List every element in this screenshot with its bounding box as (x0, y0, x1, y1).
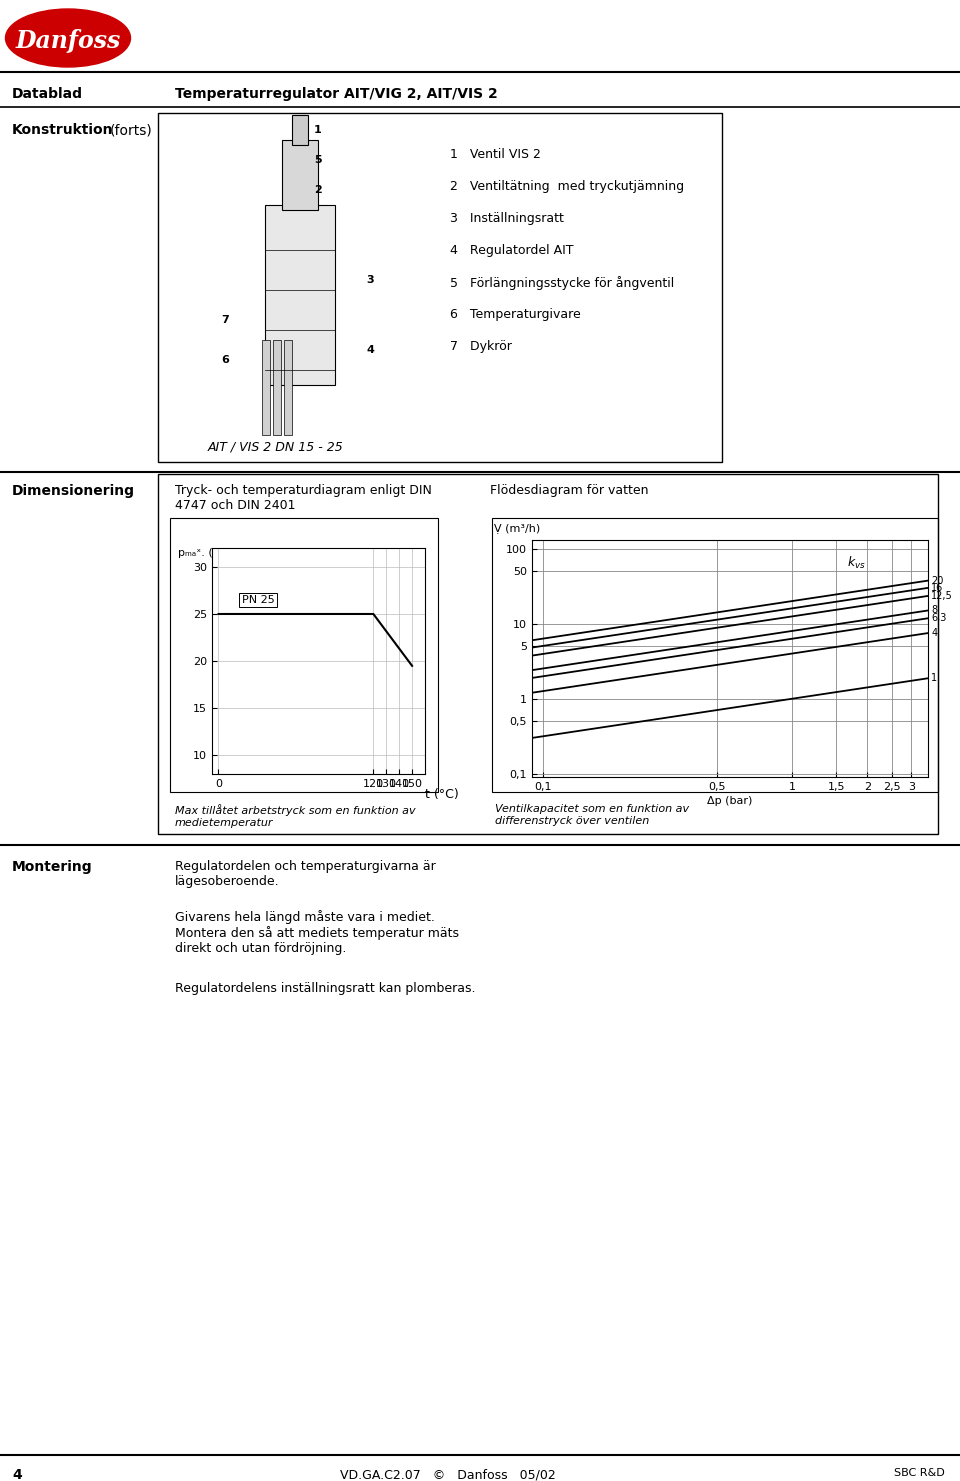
X-axis label: Δp (bar): Δp (bar) (708, 797, 753, 806)
Bar (492, 518, 938, 792)
Bar (170, 518, 438, 792)
Text: 1: 1 (931, 674, 937, 683)
Bar (273, 341, 281, 435)
Text: Ṿ (m³/h): Ṿ (m³/h) (494, 523, 540, 533)
Text: Dimensionering: Dimensionering (12, 484, 135, 498)
Text: Konstruktion: Konstruktion (12, 123, 113, 138)
Text: pₘₐˣ. (bar): pₘₐˣ. (bar) (178, 548, 235, 558)
Text: SBC R&D: SBC R&D (895, 1468, 945, 1478)
X-axis label: t (°C): t (°C) (425, 788, 459, 801)
Text: 5: 5 (314, 156, 322, 164)
Text: Ventilkapacitet som en funktion av
differenstryck över ventilen: Ventilkapacitet som en funktion av diffe… (495, 804, 689, 825)
Text: (forts): (forts) (110, 123, 153, 138)
Text: 20: 20 (931, 576, 944, 585)
Bar (284, 341, 292, 435)
Text: Tryck- och temperaturdiagram enligt DIN
4747 och DIN 2401: Tryck- och temperaturdiagram enligt DIN … (175, 484, 432, 512)
Text: 7: 7 (221, 315, 228, 324)
Text: Regulatordelens inställningsratt kan plomberas.: Regulatordelens inställningsratt kan plo… (175, 982, 475, 995)
Text: 4: 4 (12, 1468, 22, 1481)
Bar (292, 116, 308, 145)
Text: Temperaturregulator AIT/VIG 2, AIT/VIS 2: Temperaturregulator AIT/VIG 2, AIT/VIS 2 (175, 87, 497, 101)
Text: Danfoss: Danfoss (15, 30, 121, 53)
Bar (262, 341, 270, 435)
Text: Montering: Montering (12, 860, 92, 874)
Text: 6: 6 (221, 355, 228, 364)
Text: VD.GA.C2.07   ©   Danfoss   05/02: VD.GA.C2.07 © Danfoss 05/02 (340, 1468, 556, 1481)
Bar (265, 204, 335, 385)
Text: 6   Temperaturgivare: 6 Temperaturgivare (450, 308, 581, 321)
Text: PN 25: PN 25 (242, 595, 275, 604)
Text: 2   Ventiltätning  med tryckutjämning: 2 Ventiltätning med tryckutjämning (450, 181, 684, 193)
Text: Givarens hela längd måste vara i mediet.
Montera den så att mediets temperatur m: Givarens hela längd måste vara i mediet.… (175, 909, 459, 955)
Text: AIT / VIS 2 DN 15 - 25: AIT / VIS 2 DN 15 - 25 (208, 440, 344, 453)
Text: 16: 16 (931, 584, 944, 592)
Text: 4: 4 (366, 345, 374, 355)
Text: 1: 1 (314, 124, 322, 135)
Text: 8: 8 (931, 606, 937, 616)
Text: 4: 4 (931, 628, 937, 638)
Text: 1   Ventil VIS 2: 1 Ventil VIS 2 (450, 148, 540, 161)
Bar (282, 141, 318, 210)
Bar (158, 113, 722, 462)
Text: 5   Förlängningsstycke för ångventil: 5 Förlängningsstycke för ångventil (450, 275, 674, 290)
Text: 3: 3 (366, 275, 373, 284)
Text: 4   Regulatordel AIT: 4 Regulatordel AIT (450, 244, 573, 258)
Ellipse shape (6, 9, 131, 67)
Text: Regulatordelen och temperaturgivarna är
lägesoberoende.: Regulatordelen och temperaturgivarna är … (175, 860, 436, 889)
Text: 3   Inställningsratt: 3 Inställningsratt (450, 212, 564, 225)
Text: 2: 2 (314, 185, 322, 195)
Text: Datablad: Datablad (12, 87, 83, 101)
Text: 7   Dykrör: 7 Dykrör (450, 341, 512, 352)
Text: Max tillåtet arbetstryck som en funktion av
medietemperatur: Max tillåtet arbetstryck som en funktion… (175, 804, 416, 828)
Text: 12,5: 12,5 (931, 591, 953, 601)
Text: Flödesdiagram för vatten: Flödesdiagram för vatten (490, 484, 649, 498)
Text: $k_{vs}$: $k_{vs}$ (847, 554, 866, 570)
Text: 6,3: 6,3 (931, 613, 947, 624)
Bar (158, 474, 938, 834)
